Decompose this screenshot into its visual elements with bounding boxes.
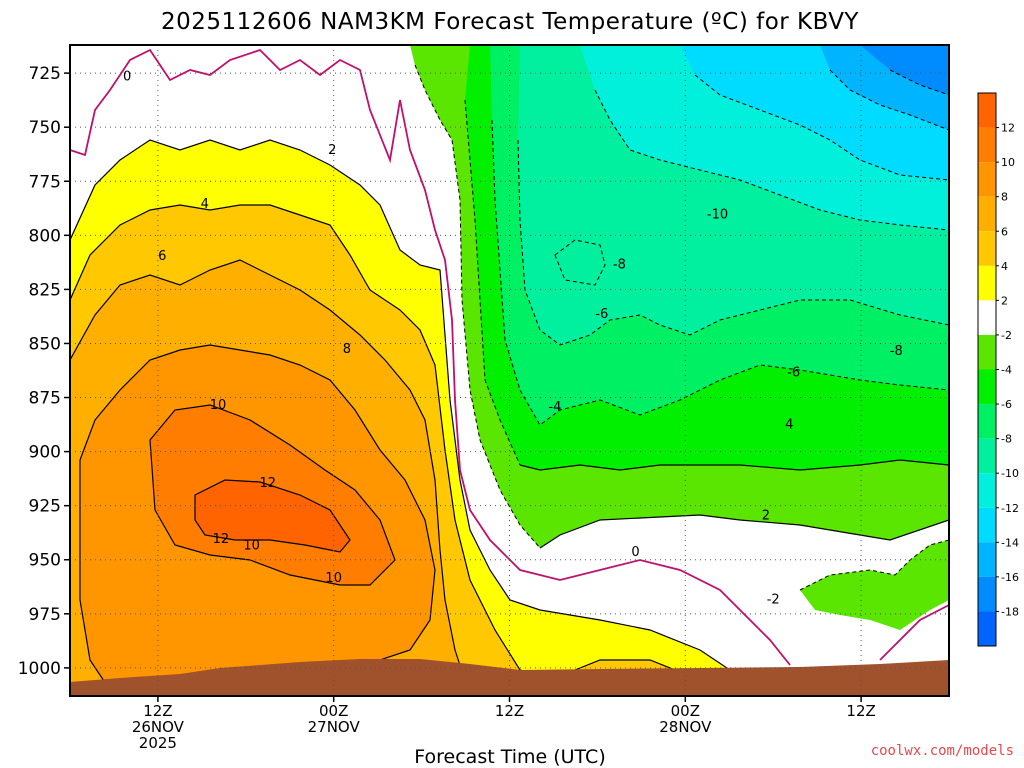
region-12-to-14 (195, 480, 350, 552)
y-tick-label: 800 (29, 226, 61, 246)
colorbar-label: -18 (1001, 605, 1019, 618)
colorbar-label: -6 (1001, 398, 1012, 411)
x-tick-label: 28NOV (659, 718, 712, 736)
y-tick-label: 825 (29, 280, 61, 300)
x-tick-label: 2025 (139, 734, 177, 752)
y-tick-label: 850 (29, 334, 61, 354)
x-tick-label: 27NOV (308, 718, 361, 736)
y-tick-label: 925 (29, 497, 61, 517)
contour-label: 12 (213, 532, 230, 547)
contour-label: 0 (631, 545, 639, 560)
colorbar-band (978, 127, 996, 163)
contour-label: 8 (343, 342, 351, 357)
y-tick-label: 875 (29, 389, 61, 409)
colorbar-band (978, 542, 996, 577)
contour-label: -8 (890, 344, 903, 359)
contour-label: 2 (328, 143, 336, 158)
contour-label: -8 (613, 257, 626, 272)
contour-label: 10 (243, 539, 260, 554)
region-minus2-lowlevel (800, 540, 949, 630)
colorbar-label: 10 (1001, 156, 1015, 169)
terrain-fill (70, 659, 949, 696)
colorbar-label: 8 (1001, 191, 1008, 204)
contour-label: 4 (785, 417, 793, 432)
colorbar-label: 4 (1001, 260, 1008, 273)
colorbar-label: -12 (1001, 502, 1019, 515)
contour-label: 4 (201, 197, 209, 212)
y-tick-label: 950 (29, 551, 61, 571)
colorbar-label: -8 (1001, 433, 1012, 446)
y-axis: 725 750 775 800 825 850 875 900 925 950 975 1000 (18, 64, 70, 679)
x-tick-label: 26NOV (132, 718, 185, 736)
zero-degree-contour (70, 48, 949, 666)
colorbar-band (978, 231, 996, 266)
colorbar-band (978, 404, 996, 439)
colorbar-label: 2 (1001, 294, 1008, 307)
x-tick-label: 12Z (495, 702, 524, 720)
y-tick-label: 775 (29, 172, 61, 192)
x-tick-label: 00Z (671, 702, 700, 720)
colorbar-label: 12 (1001, 122, 1015, 135)
colorbar-label: -10 (1001, 467, 1019, 480)
colorbar-band (978, 576, 996, 612)
credit-link[interactable]: coolwx.com/models (871, 743, 1014, 759)
colorbar: 12 10 8 6 4 2 -2 -4 -6 -8 -10 -12 -14 -16 -18 (977, 92, 1019, 647)
colorbar-band (978, 473, 996, 508)
x-tick-label: 12Z (846, 702, 875, 720)
colorbar-band (978, 507, 996, 543)
contour-label: 2 (762, 508, 770, 523)
y-tick-label: 975 (29, 605, 61, 625)
contour-label: -6 (787, 366, 800, 381)
colorbar-band (978, 265, 996, 301)
colorbar-label: -4 (1001, 364, 1012, 377)
contour-label: -6 (595, 307, 608, 322)
contour-label: 10 (210, 398, 227, 413)
colorbar-band (978, 196, 996, 232)
contour-label: -4 (548, 400, 561, 415)
colorbar-band (978, 611, 996, 646)
contour-label: 12 (260, 476, 277, 491)
contour-label: 10 (325, 571, 342, 586)
region-minus16-to-minus18 (860, 45, 949, 95)
colorbar-band (978, 162, 996, 197)
contour-label: -10 (707, 208, 728, 223)
colorbar-band (978, 93, 996, 128)
y-tick-label: 1000 (18, 659, 61, 679)
x-axis-label: Forecast Time (UTC) (414, 746, 605, 768)
contour-label: -2 (767, 593, 780, 608)
x-tick-label: 12Z (143, 702, 172, 720)
colorbar-label: -2 (1001, 329, 1012, 342)
y-tick-label: 750 (29, 118, 61, 138)
chart-title: 2025112606 NAM3KM Forecast Temperature (… (161, 9, 859, 35)
colorbar-band (978, 300, 996, 335)
contour-label: 6 (158, 249, 166, 264)
colorbar-label: -16 (1001, 571, 1019, 584)
grid-lines (70, 45, 949, 696)
x-tick-label: 00Z (319, 702, 348, 720)
plot-area (69, 44, 950, 697)
colorbar-label: -14 (1001, 536, 1019, 549)
y-tick-label: 725 (29, 64, 61, 84)
y-tick-label: 900 (29, 443, 61, 463)
colorbar-band (978, 334, 996, 370)
colorbar-label: 6 (1001, 225, 1008, 238)
colorbar-band (978, 438, 996, 474)
colorbar-band (978, 369, 996, 405)
cold-contour-lines (414, 64, 949, 591)
contour-labels: 0 2 4 6 8 10 12 12 10 10 -10 -8 -6 -4 -6 -8 4 2 0 -2 (123, 69, 903, 607)
contour-label: 0 (123, 69, 131, 84)
